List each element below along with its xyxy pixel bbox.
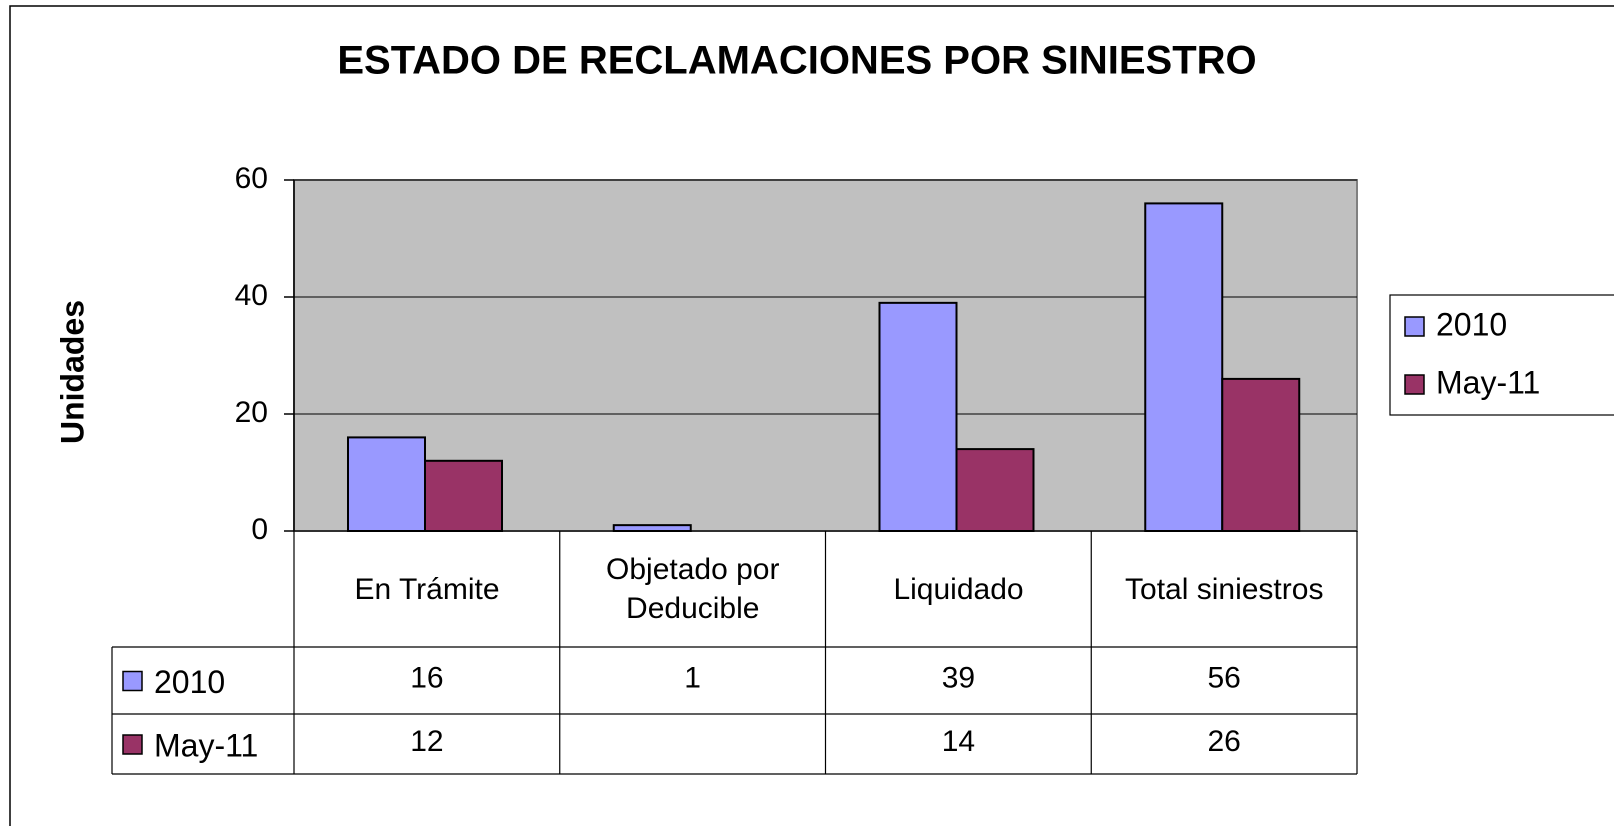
x-tick-label: Liquidado xyxy=(893,572,1024,606)
x-tick-label-box: Objetado por Deducible xyxy=(606,553,780,625)
bar xyxy=(1221,377,1301,532)
table-value: 56 xyxy=(1207,661,1240,694)
legend-label: May-11 xyxy=(1436,364,1540,400)
table-value: 14 xyxy=(942,725,975,758)
table-value: 16 xyxy=(410,661,443,694)
y-tick-label: 20 xyxy=(235,396,268,429)
y-tick-label: 0 xyxy=(251,513,268,546)
x-tick-label: Objetado por Deducible xyxy=(606,553,780,625)
table-value: 1 xyxy=(684,661,701,694)
x-tick-label-box: En Trámite xyxy=(354,572,500,606)
table-series-name: 2010 xyxy=(154,664,225,700)
table-legend-key xyxy=(122,734,143,755)
legend-label: 2010 xyxy=(1436,306,1507,342)
table-value: 39 xyxy=(942,661,975,694)
table-legend-key xyxy=(122,670,143,692)
legend-box xyxy=(1389,294,1614,416)
x-tick-label-box: Total siniestros xyxy=(1125,572,1324,606)
x-tick-label-box: Liquidado xyxy=(893,572,1024,606)
bar xyxy=(424,459,503,532)
legend-key xyxy=(1404,316,1425,337)
x-tick-label: Total siniestros xyxy=(1125,572,1324,606)
bar xyxy=(878,301,958,532)
table-series-name: May-11 xyxy=(154,727,258,763)
chart-title: ESTADO DE RECLAMACIONES POR SINIESTRO xyxy=(337,39,1256,83)
y-tick-label: 60 xyxy=(235,162,268,195)
y-tick-label: 40 xyxy=(235,279,268,312)
y-axis-title: Unidades xyxy=(54,300,90,444)
x-tick-label: En Trámite xyxy=(354,572,500,606)
legend-key xyxy=(1404,374,1425,395)
bar xyxy=(1144,202,1224,532)
bar xyxy=(347,436,426,532)
bar xyxy=(955,448,1035,533)
table-value: 26 xyxy=(1207,725,1240,758)
table-value: 12 xyxy=(410,725,443,758)
